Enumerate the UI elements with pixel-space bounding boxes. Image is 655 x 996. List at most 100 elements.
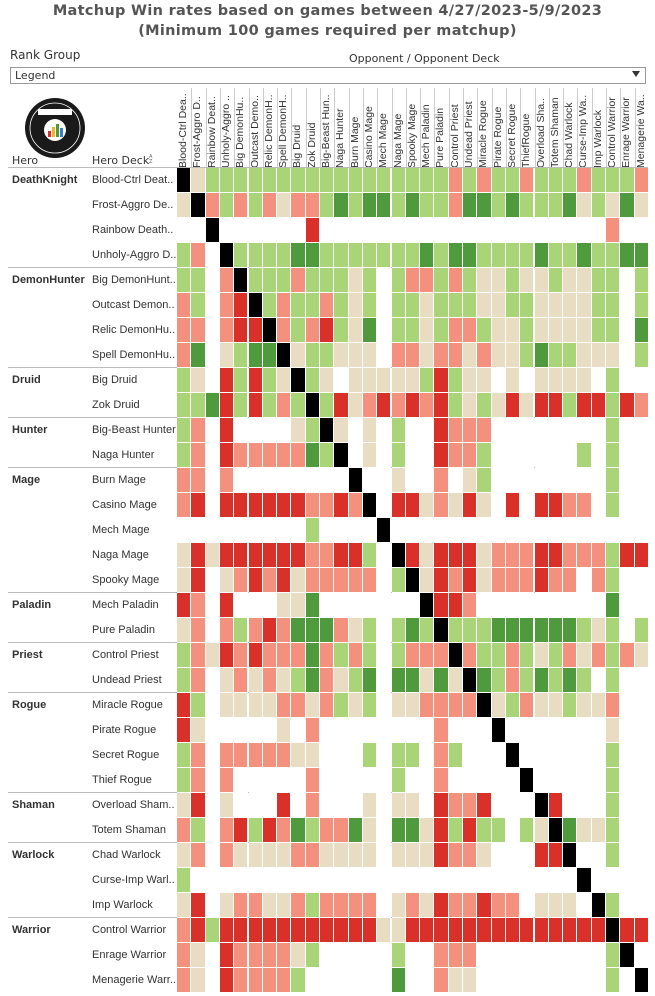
matchup-cell[interactable]	[548, 793, 564, 818]
matchup-cell[interactable]	[234, 168, 249, 193]
matchup-cell[interactable]	[334, 893, 349, 918]
matchup-cell[interactable]	[320, 368, 335, 393]
matchup-cell[interactable]	[177, 543, 192, 568]
matchup-cell[interactable]	[520, 693, 535, 718]
matchup-cell[interactable]	[377, 818, 392, 843]
matchup-cell[interactable]	[505, 443, 521, 468]
matchup-cell[interactable]	[520, 393, 535, 418]
matchup-cell[interactable]	[177, 768, 192, 793]
matchup-cell[interactable]	[405, 243, 421, 268]
matchup-cell[interactable]	[262, 893, 278, 918]
matchup-cell[interactable]	[177, 468, 192, 493]
matchup-cell[interactable]	[606, 293, 621, 318]
mirror-cell[interactable]	[548, 818, 564, 843]
matchup-cell[interactable]	[606, 168, 621, 193]
matchup-cell[interactable]	[234, 318, 249, 343]
matchup-cell[interactable]	[634, 718, 649, 743]
matchup-cell[interactable]	[248, 343, 263, 368]
matchup-cell[interactable]	[334, 743, 349, 768]
matchup-cell[interactable]	[634, 918, 649, 943]
matchup-cell[interactable]	[234, 743, 249, 768]
matchup-cell[interactable]	[248, 243, 263, 268]
mirror-cell[interactable]	[234, 268, 249, 293]
matchup-cell[interactable]	[520, 293, 535, 318]
matchup-cell[interactable]	[634, 843, 649, 868]
matchup-cell[interactable]	[634, 293, 649, 318]
matchup-cell[interactable]	[563, 643, 578, 668]
matchup-cell[interactable]	[505, 193, 521, 218]
matchup-cell[interactable]	[505, 518, 521, 543]
matchup-cell[interactable]	[334, 293, 349, 318]
matchup-cell[interactable]	[391, 668, 406, 693]
matchup-cell[interactable]	[420, 743, 435, 768]
matchup-cell[interactable]	[405, 768, 421, 793]
matchup-cell[interactable]	[463, 218, 478, 243]
matchup-cell[interactable]	[463, 718, 478, 743]
matchup-cell[interactable]	[463, 443, 478, 468]
matchup-cell[interactable]	[491, 868, 506, 893]
matchup-cell[interactable]	[262, 468, 278, 493]
matchup-cell[interactable]	[606, 893, 621, 918]
matchup-cell[interactable]	[219, 318, 235, 343]
matchup-cell[interactable]	[606, 418, 621, 443]
matchup-cell[interactable]	[291, 893, 306, 918]
matchup-cell[interactable]	[305, 743, 320, 768]
matchup-cell[interactable]	[405, 718, 421, 743]
matchup-cell[interactable]	[177, 943, 192, 968]
matchup-cell[interactable]	[491, 943, 506, 968]
matchup-cell[interactable]	[391, 443, 406, 468]
matchup-cell[interactable]	[420, 493, 435, 518]
matchup-cell[interactable]	[248, 468, 263, 493]
matchup-cell[interactable]	[377, 743, 392, 768]
matchup-cell[interactable]	[434, 793, 449, 818]
matchup-cell[interactable]	[205, 568, 220, 593]
matchup-cell[interactable]	[620, 268, 635, 293]
matchup-cell[interactable]	[405, 368, 421, 393]
matchup-cell[interactable]	[334, 693, 349, 718]
matchup-cell[interactable]	[520, 168, 535, 193]
matchup-cell[interactable]	[377, 268, 392, 293]
matchup-cell[interactable]	[334, 518, 349, 543]
matchup-cell[interactable]	[234, 418, 249, 443]
matchup-cell[interactable]	[563, 368, 578, 393]
matchup-cell[interactable]	[305, 718, 320, 743]
matchup-cell[interactable]	[491, 643, 506, 668]
matchup-cell[interactable]	[219, 268, 235, 293]
matchup-cell[interactable]	[291, 743, 306, 768]
matchup-cell[interactable]	[262, 543, 278, 568]
matchup-cell[interactable]	[405, 618, 421, 643]
matchup-cell[interactable]	[463, 418, 478, 443]
matchup-cell[interactable]	[534, 718, 549, 743]
matchup-cell[interactable]	[448, 893, 463, 918]
matchup-cell[interactable]	[420, 243, 435, 268]
matchup-cell[interactable]	[620, 393, 635, 418]
matchup-cell[interactable]	[577, 818, 592, 843]
matchup-cell[interactable]	[305, 268, 320, 293]
mirror-cell[interactable]	[563, 843, 578, 868]
matchup-cell[interactable]	[391, 218, 406, 243]
matchup-cell[interactable]	[577, 318, 592, 343]
matchup-cell[interactable]	[520, 443, 535, 468]
matchup-cell[interactable]	[420, 843, 435, 868]
matchup-cell[interactable]	[448, 593, 463, 618]
matchup-cell[interactable]	[606, 318, 621, 343]
matchup-cell[interactable]	[620, 218, 635, 243]
matchup-cell[interactable]	[477, 768, 492, 793]
matchup-cell[interactable]	[362, 518, 378, 543]
matchup-cell[interactable]	[334, 418, 349, 443]
matchup-cell[interactable]	[362, 593, 378, 618]
matchup-cell[interactable]	[205, 793, 220, 818]
matchup-cell[interactable]	[248, 968, 263, 993]
matchup-cell[interactable]	[505, 893, 521, 918]
matchup-cell[interactable]	[305, 493, 320, 518]
matchup-cell[interactable]	[205, 518, 220, 543]
matchup-cell[interactable]	[420, 318, 435, 343]
matchup-cell[interactable]	[362, 668, 378, 693]
matchup-cell[interactable]	[563, 218, 578, 243]
matchup-cell[interactable]	[262, 768, 278, 793]
matchup-cell[interactable]	[377, 693, 392, 718]
matchup-cell[interactable]	[320, 268, 335, 293]
matchup-cell[interactable]	[334, 668, 349, 693]
matchup-cell[interactable]	[434, 943, 449, 968]
matchup-cell[interactable]	[219, 518, 235, 543]
